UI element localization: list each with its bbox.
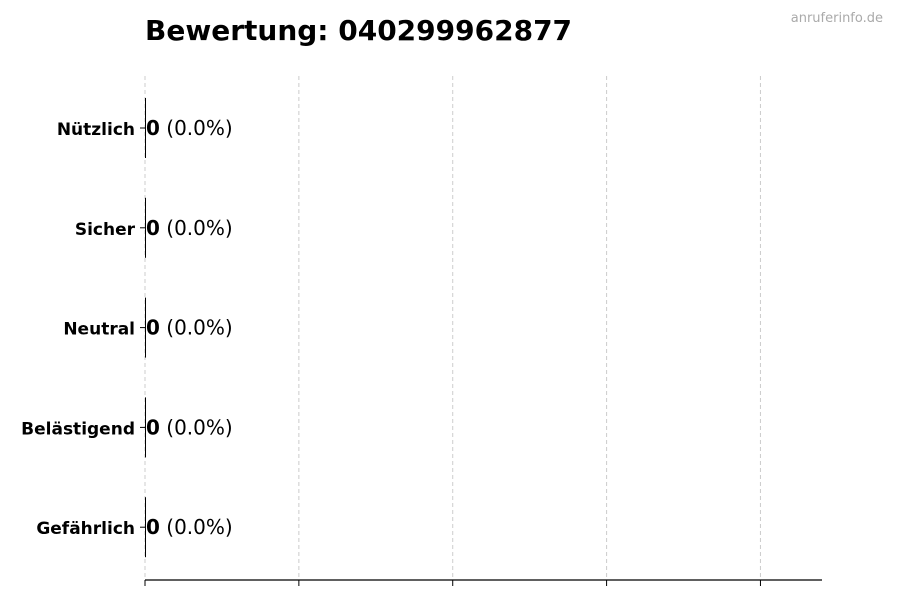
percent-label: (0.0%) xyxy=(160,415,233,439)
y-tick-label: Nützlich xyxy=(57,120,135,140)
watermark: anruferinfo.de xyxy=(791,11,883,26)
data-label: 0 (0.0%) xyxy=(146,316,233,340)
data-label: 0 (0.0%) xyxy=(146,415,233,439)
bar xyxy=(145,197,146,258)
percent-label: (0.0%) xyxy=(160,515,233,539)
percent-label: (0.0%) xyxy=(160,216,233,240)
value-label: 0 xyxy=(146,515,160,539)
bar xyxy=(145,497,146,558)
percent-label: (0.0%) xyxy=(160,316,233,340)
bar xyxy=(145,397,146,458)
bar xyxy=(145,297,146,358)
percent-label: (0.0%) xyxy=(160,116,233,140)
value-label: 0 xyxy=(146,116,160,140)
y-tick-label: Neutral xyxy=(63,320,135,340)
y-tick-label: Sicher xyxy=(75,220,136,240)
data-label: 0 (0.0%) xyxy=(146,116,233,140)
value-label: 0 xyxy=(146,216,160,240)
y-tick-label: Belästigend xyxy=(21,419,135,439)
data-label: 0 (0.0%) xyxy=(146,216,233,240)
chart-title: Bewertung: 040299962877 xyxy=(145,14,572,47)
data-label: 0 (0.0%) xyxy=(146,515,233,539)
value-label: 0 xyxy=(146,316,160,340)
y-tick-label: Gefährlich xyxy=(36,519,135,539)
value-label: 0 xyxy=(146,415,160,439)
bar xyxy=(145,98,146,158)
